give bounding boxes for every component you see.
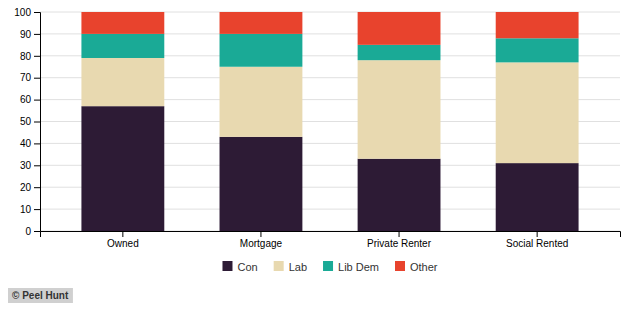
- series: [81, 12, 578, 45]
- legend-label: Other: [410, 261, 438, 273]
- legend-label: Lab: [289, 261, 307, 273]
- legend-swatch: [323, 261, 333, 271]
- y-tick-label: 0: [25, 226, 31, 237]
- y-tick-mark: [34, 100, 40, 101]
- legend-item: Other: [395, 261, 438, 273]
- x-tick-label: Social Rented: [506, 238, 568, 249]
- y-tick-mark: [34, 143, 40, 144]
- series: [81, 58, 578, 163]
- y-tick-label: 60: [20, 94, 32, 105]
- legend-swatch: [222, 261, 232, 271]
- y-tick-label: 80: [20, 51, 32, 62]
- legend-item: Con: [222, 261, 257, 273]
- y-tick-mark: [34, 34, 40, 35]
- y-tick-mark: [34, 12, 40, 13]
- y-tick-label: 30: [20, 160, 32, 171]
- bar-segment: [81, 106, 164, 231]
- legend-swatch: [274, 261, 284, 271]
- y-tick: 30: [20, 160, 40, 171]
- bar-segment: [496, 12, 579, 38]
- x-tick: Private Renter: [367, 231, 432, 249]
- y-tick-mark: [34, 231, 40, 232]
- y-tick: 20: [20, 182, 40, 193]
- bar-segment: [220, 12, 303, 34]
- grid: [40, 12, 620, 231]
- bar-segment: [220, 34, 303, 67]
- bars: [81, 12, 578, 231]
- chart: 0 10 20 30 40 50 60 70 80 90 100 Owned Mortgage Priva…: [0, 0, 634, 309]
- y-axis: 0 10 20 30 40 50 60 70 80 90 100: [14, 7, 40, 237]
- x-tick-mark: [122, 231, 123, 237]
- bar-segment: [358, 12, 441, 45]
- footer-box: [8, 288, 73, 303]
- bar-segment: [81, 12, 164, 34]
- y-tick-label: 40: [20, 138, 32, 149]
- y-axis-line: [34, 13, 41, 232]
- y-tick: 0: [25, 226, 40, 237]
- x-tick-mark: [260, 231, 261, 237]
- x-tick: Owned: [107, 231, 139, 249]
- x-axis: Owned Mortgage Private Renter Social Rented: [41, 231, 621, 249]
- y-tick: 40: [20, 138, 40, 149]
- legend-label: Lib Dem: [338, 261, 379, 273]
- bar-segment: [496, 62, 579, 163]
- y-tick-mark: [34, 56, 40, 57]
- footer: © Peel Hunt: [8, 288, 73, 303]
- bar-segment: [81, 58, 164, 106]
- legend-swatch: [395, 261, 405, 271]
- y-tick-label: 100: [14, 7, 31, 18]
- bar-segment: [358, 159, 441, 231]
- bar-segment: [496, 38, 579, 62]
- x-tick-mark: [399, 231, 400, 237]
- bar-segment: [496, 163, 579, 231]
- footer-text: © Peel Hunt: [12, 290, 69, 301]
- x-tick-label: Owned: [107, 238, 139, 249]
- y-tick: 70: [20, 72, 40, 83]
- y-tick-mark: [34, 209, 40, 210]
- bar-segment: [220, 137, 303, 231]
- x-tick-label: Private Renter: [367, 238, 432, 249]
- plot: 0 10 20 30 40 50 60 70 80 90 100 Owned Mortgage Priva…: [14, 7, 620, 249]
- y-tick-label: 10: [20, 204, 32, 215]
- bar-segment: [358, 60, 441, 159]
- y-tick: 50: [20, 116, 40, 127]
- y-tick-mark: [34, 165, 40, 166]
- y-tick: 90: [20, 29, 40, 40]
- y-tick: 10: [20, 204, 40, 215]
- y-tick-label: 90: [20, 29, 32, 40]
- x-tick: Social Rented: [506, 231, 568, 249]
- x-tick-mark: [537, 231, 538, 237]
- x-tick: Mortgage: [240, 231, 283, 249]
- y-tick-label: 70: [20, 72, 32, 83]
- bar-segment: [81, 34, 164, 58]
- y-tick: 60: [20, 94, 40, 105]
- y-tick-label: 50: [20, 116, 32, 127]
- legend-item: Lab: [274, 261, 307, 273]
- x-tick-label: Mortgage: [240, 238, 283, 249]
- y-tick-mark: [34, 78, 40, 79]
- y-tick: 100: [14, 7, 40, 18]
- legend-item: Lib Dem: [323, 261, 379, 273]
- legend-label: Con: [237, 261, 257, 273]
- bar-segment: [220, 67, 303, 137]
- y-tick-label: 20: [20, 182, 32, 193]
- y-tick-mark: [34, 122, 40, 123]
- bar-segment: [358, 45, 441, 60]
- legend: Con Lab Lib Dem Other: [222, 261, 437, 273]
- y-tick: 80: [20, 51, 40, 62]
- y-tick-mark: [34, 187, 40, 188]
- x-axis-line: [41, 232, 621, 238]
- series: [81, 34, 578, 67]
